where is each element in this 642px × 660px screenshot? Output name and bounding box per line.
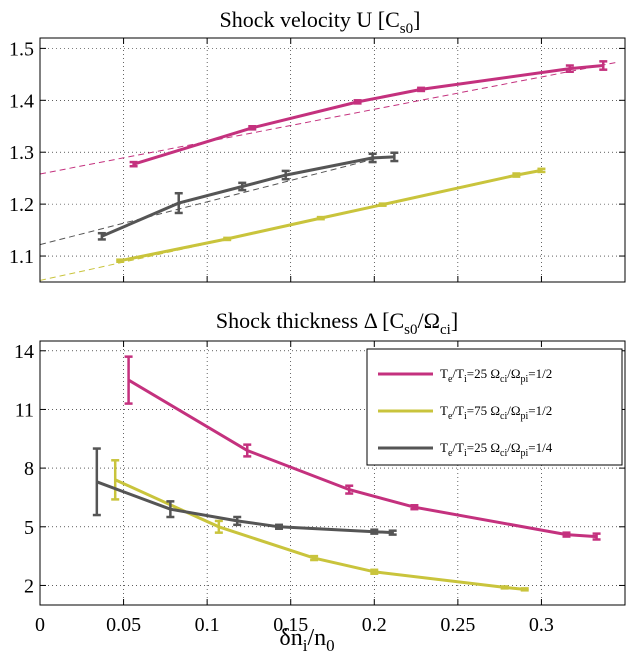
top-series [97, 60, 608, 264]
top-chart-title: Shock velocity U [Cs0] [220, 7, 421, 37]
data-point-errorbar [281, 169, 290, 181]
data-point-errorbar [166, 500, 175, 519]
x-tick-label: 0.25 [440, 614, 475, 636]
data-point-errorbar [562, 531, 571, 538]
x-axis-label: δni/n0 [279, 625, 334, 655]
legend-box [366, 348, 623, 466]
top-y-tick-labels: 1.1 1.2 1.3 1.4 1.5 [9, 38, 34, 268]
data-point-errorbar [368, 152, 377, 164]
data-point-errorbar [223, 236, 232, 242]
top-plot-frame [39, 37, 626, 283]
bottom-x-tick-labels: 0 0.05 0.1 0.15 0.2 0.25 0.3 [35, 614, 554, 636]
data-point-errorbar [238, 181, 247, 192]
series-line [127, 378, 597, 539]
y-tick-label: 5 [24, 517, 34, 539]
series-line [114, 478, 525, 591]
series-line [133, 64, 604, 166]
data-point-errorbar [500, 585, 509, 590]
y-tick-label: 11 [15, 399, 34, 421]
data-point-errorbar [111, 459, 120, 501]
bottom-series [92, 355, 601, 592]
series-line [96, 480, 393, 535]
data-point-errorbar [417, 86, 426, 93]
data-point-errorbar [410, 504, 419, 511]
data-point-errorbar [116, 258, 125, 264]
data-point-errorbar [174, 191, 183, 215]
legend-entry: Te/Ti=75 Ωci/Ωpi=1/2 [378, 403, 552, 422]
legend-entry: Te/Ti=25 Ωci/Ωpi=1/4 [378, 440, 553, 459]
data-point-errorbar [124, 355, 133, 405]
legend-label: Te/Ti=25 Ωci/Ωpi=1/2 [440, 366, 552, 385]
data-point-errorbar [512, 172, 521, 178]
legend: Te/Ti=25 Ωci/Ωpi=1/2 Te/Ti=75 Ωci/Ωpi=1/2… [366, 348, 623, 466]
y-tick-label: 1.1 [9, 246, 34, 268]
data-point-errorbar [233, 515, 242, 527]
x-tick-label: 0.1 [195, 614, 220, 636]
fit-line [39, 156, 383, 246]
bottom-grid [39, 341, 625, 605]
data-point-errorbar [345, 484, 354, 495]
fit-line [39, 61, 617, 175]
x-tick-label: 0.15 [273, 614, 308, 636]
y-tick-label: 14 [14, 341, 34, 363]
data-point-errorbar [97, 231, 106, 241]
data-point-errorbar [129, 160, 138, 168]
bottom-plot-frame [39, 340, 626, 606]
data-point-errorbar [565, 64, 574, 73]
x-tick-label: 0.3 [529, 614, 554, 636]
y-tick-label: 1.3 [9, 142, 34, 164]
data-point-errorbar [248, 125, 257, 131]
legend-label: Te/Ti=25 Ωci/Ωpi=1/4 [440, 440, 553, 459]
data-point-errorbar [537, 167, 546, 174]
x-tick-label: 0.2 [362, 614, 387, 636]
y-tick-label: 1.4 [9, 90, 34, 112]
data-point-errorbar [353, 99, 362, 105]
data-point-errorbar [370, 528, 379, 535]
data-point-errorbar [599, 60, 608, 71]
x-tick-label: 0 [35, 614, 45, 636]
data-point-errorbar [214, 519, 223, 534]
top-grid [39, 38, 625, 282]
legend-entry: Te/Ti=25 Ωci/Ωpi=1/2 [378, 366, 552, 385]
y-tick-label: 1.5 [9, 38, 34, 60]
data-point-errorbar [310, 554, 319, 562]
bottom-chart-title: Shock thickness Δ [Cs0/Ωci] [216, 308, 458, 338]
data-point-errorbar [316, 215, 325, 221]
data-point-errorbar [592, 532, 601, 541]
data-point-errorbar [275, 523, 284, 530]
x-tick-label: 0.05 [106, 614, 141, 636]
data-point-errorbar [378, 202, 387, 207]
y-tick-label: 2 [24, 575, 34, 597]
data-point-errorbar [390, 151, 399, 163]
legend-label: Te/Ti=75 Ωci/Ωpi=1/2 [440, 403, 552, 422]
series-line [119, 168, 542, 263]
data-point-errorbar [388, 529, 397, 536]
data-point-errorbar [92, 447, 101, 517]
bottom-y-tick-labels: 2 5 8 11 14 [14, 341, 34, 598]
y-tick-label: 1.2 [9, 194, 34, 216]
y-tick-label: 8 [24, 458, 34, 480]
data-point-errorbar [520, 587, 529, 592]
data-point-errorbar [243, 443, 252, 458]
data-point-errorbar [370, 568, 379, 575]
series-line [101, 155, 395, 238]
